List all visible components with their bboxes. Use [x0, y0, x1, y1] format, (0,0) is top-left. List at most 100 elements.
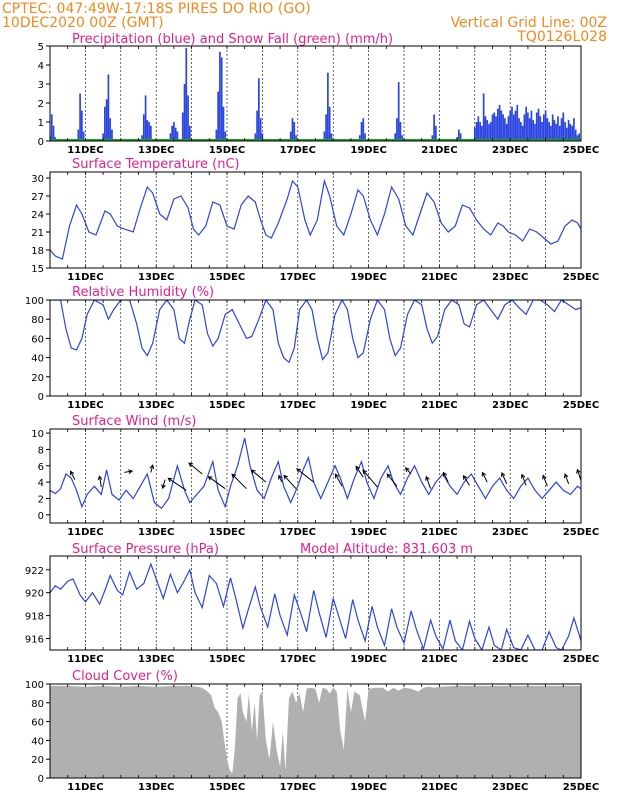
panel-plot-area: [50, 437, 581, 510]
precip-bar: [328, 106, 331, 141]
precip-bar: [295, 135, 297, 141]
panels: Precipitation (blue) and Snow Fall (gree…: [25, 32, 599, 793]
x-tick-label: 13DEC: [138, 400, 174, 411]
x-tick-label: 23DEC: [492, 527, 528, 538]
x-tick-label: 11DEC: [67, 654, 103, 665]
precip-bar: [576, 135, 579, 141]
precip-bar: [291, 118, 294, 141]
wind-arrowhead: [563, 473, 569, 479]
precip-bar: [77, 129, 80, 141]
x-tick-label: 19DEC: [350, 782, 386, 793]
y-tick-label: 10: [31, 429, 44, 440]
precip-bar: [52, 125, 55, 141]
wind-vector: [463, 475, 470, 486]
x-tick-label: 19DEC: [350, 400, 386, 411]
precip-bar: [150, 125, 152, 141]
x-tick-label: 17DEC: [280, 782, 316, 793]
precip-bar: [181, 112, 184, 141]
precip-bar: [401, 135, 404, 141]
y-tick-label: 27: [31, 192, 44, 203]
precip-bar: [358, 135, 361, 141]
precip-bar: [169, 133, 172, 141]
panel-title: Surface Wind (m/s): [72, 414, 196, 429]
y-tick-label: 916: [25, 635, 44, 646]
precip-bar: [528, 118, 531, 141]
x-tick-label: 25DEC: [563, 782, 599, 793]
x-tick-label: 13DEC: [138, 654, 174, 665]
precip-bar: [496, 108, 499, 141]
precip-bar: [433, 114, 435, 141]
panel-frame: [49, 555, 582, 651]
wind-vector: [355, 466, 364, 478]
precip-bar: [565, 127, 568, 141]
precip-bar: [525, 106, 527, 141]
precip-bar: [364, 133, 366, 141]
x-tick-label: 15DEC: [209, 654, 245, 665]
precip-bar: [512, 114, 515, 141]
x-tick-label: 11DEC: [67, 400, 103, 411]
y-tick-label: 40: [31, 736, 44, 747]
precip-bar: [546, 118, 549, 141]
precip-bar: [435, 125, 437, 141]
precip-bar: [519, 122, 522, 141]
precip-bar: [258, 78, 260, 141]
wind-vector: [283, 475, 297, 490]
panel-subtitle: Model Altitude: 831.603 m: [300, 542, 473, 557]
wind-arrowhead: [542, 474, 547, 480]
precip-bar: [539, 116, 542, 141]
precip-bar: [458, 129, 460, 141]
y-tick-label: 8: [38, 445, 44, 456]
x-tick-label: 21DEC: [421, 654, 457, 665]
panel-5: Surface Pressure (hPa) Model Altitude: 83…: [25, 542, 599, 665]
x-tick-label: 23DEC: [492, 654, 528, 665]
x-tick-label: 21DEC: [421, 145, 457, 156]
panel-title: Surface Pressure (hPa): [72, 542, 219, 557]
wind-vector: [405, 467, 412, 475]
y-tick-label: 60: [31, 718, 44, 729]
x-tick-label: 25DEC: [563, 654, 599, 665]
panel-title: Precipitation (blue) and Snow Fall (gree…: [72, 32, 393, 47]
y-tick-label: 0: [38, 137, 44, 148]
wind-arrowhead: [404, 467, 410, 472]
precip-bar: [222, 106, 225, 141]
x-tick-label: 15DEC: [209, 145, 245, 156]
precip-bar: [484, 116, 487, 141]
precip-bar: [111, 129, 113, 141]
precip-bar: [224, 131, 227, 141]
panel-plot-area: [50, 685, 581, 778]
wind-vector: [251, 469, 267, 483]
precip-bar: [507, 116, 510, 141]
y-tick-label: 60: [31, 334, 44, 345]
precip-bar: [574, 129, 577, 141]
wind-vector: [481, 472, 488, 483]
precip-bar: [148, 122, 150, 141]
wind-arrowhead: [97, 475, 103, 481]
precip-bar: [551, 114, 554, 141]
series-line: [50, 562, 581, 650]
y-tick-label: 5: [38, 42, 44, 53]
precip-bar: [521, 125, 524, 141]
precip-bar: [187, 95, 189, 141]
y-tick-label: 18: [31, 246, 44, 257]
wind-arrowhead: [207, 476, 213, 481]
wind-arrowhead: [425, 475, 430, 481]
precip-bar: [399, 122, 402, 141]
precip-bar: [394, 133, 396, 141]
wind-arrowhead: [462, 474, 468, 480]
precip-bar: [104, 106, 106, 141]
precip-bar: [523, 114, 526, 141]
precip-bar: [82, 131, 85, 141]
panel-6: Cloud Cover (%) 0 20 40 60 80 100 11DEC 13DEC 15D…: [25, 669, 599, 793]
wind-vector: [443, 472, 449, 483]
precip-bar: [518, 118, 520, 141]
x-tick-label: 17DEC: [280, 145, 316, 156]
precip-bar: [530, 110, 533, 141]
precip-bar: [171, 125, 173, 141]
x-tick-label: 23DEC: [492, 782, 528, 793]
precip-bar: [493, 112, 496, 141]
wind-arrowhead: [481, 471, 486, 477]
y-tick-label: 20: [31, 755, 44, 766]
series-line: [50, 437, 581, 510]
wind-arrowhead: [442, 471, 448, 477]
wind-arrowhead: [188, 462, 194, 468]
